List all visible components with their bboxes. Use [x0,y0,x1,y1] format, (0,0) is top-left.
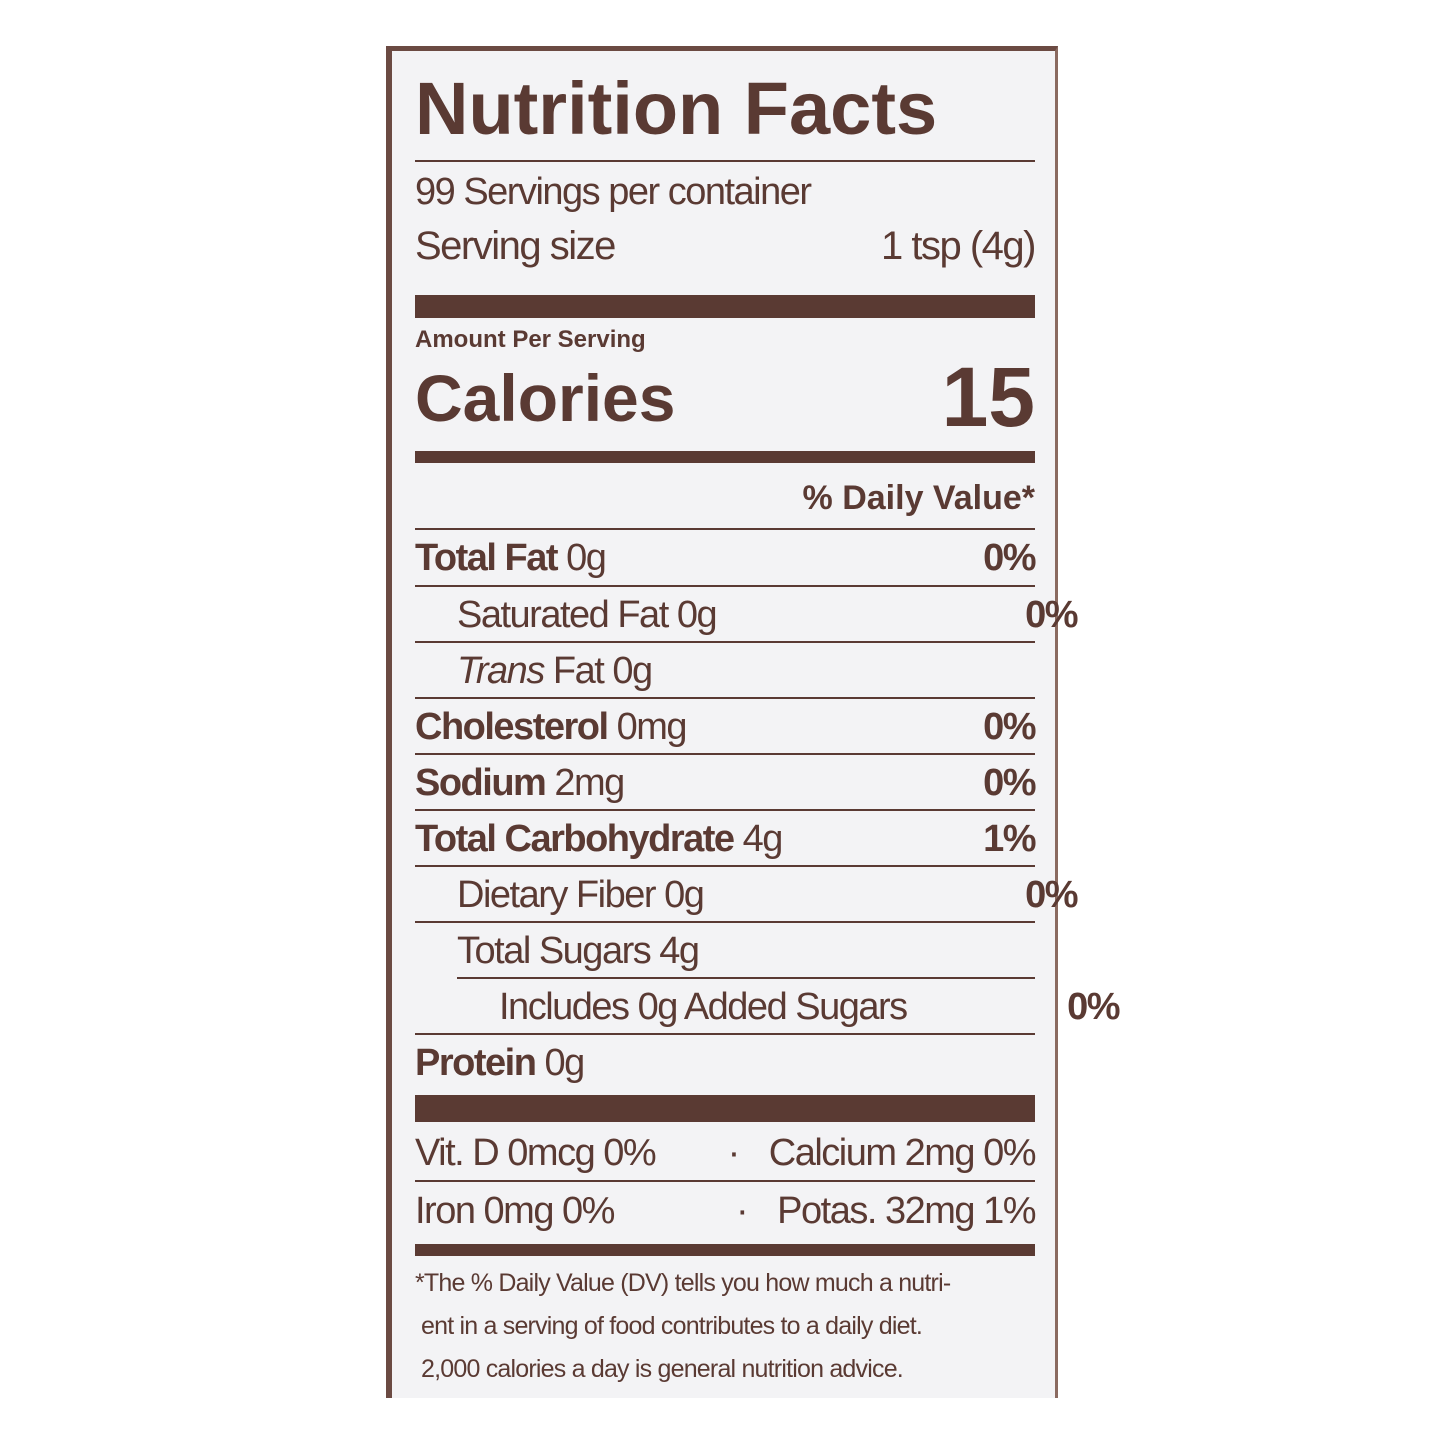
nutrient-amount: 0g [566,536,607,579]
divider [415,1180,1035,1182]
vitamin-row: Vit. D 0mcg 0% · Calcium 2mg 0% [415,1125,1037,1181]
divider [415,921,1035,923]
vitamin-right: Calcium 2mg 0% [768,1131,1037,1174]
nutrient-amount: 0g [544,1041,585,1084]
footnote: *The % Daily Value (DV) tells you how mu… [415,1262,1035,1391]
thick-divider [415,295,1035,318]
label-title: Nutrition Facts [415,66,938,150]
divider [415,753,1035,755]
nutrient-row: Total Fat 0g 0% [415,532,1036,584]
nutrient-daily-value: 0% [983,761,1036,804]
nutrient-name: Total Fat 0g [415,536,607,580]
nutrient-row: Includes 0g Added Sugars 0% [415,981,1120,1033]
nutrient-amount: 0g [612,649,653,692]
nutrient-amount: 2mg [554,761,625,804]
calories-value: 15 [941,350,1035,444]
nutrient-amount: 0g [676,593,718,636]
separator-dot: · [727,1131,741,1174]
nutrient-name: Total Carbohydrate 4g [415,817,784,861]
medium-divider [415,451,1035,463]
nutrient-label: Protein [415,1041,537,1084]
nutrient-daily-value: 0% [983,705,1036,748]
footnote-line: *The % Daily Value (DV) tells you how mu… [415,1269,951,1297]
nutrient-row: Dietary Fiber 0g 0% [415,869,1078,921]
nutrient-daily-value: 0% [1025,593,1078,636]
nutrient-row: Total Sugars 4g [415,925,1077,977]
nutrient-label: Total Fat [415,536,559,579]
nutrient-name: Sodium 2mg [415,761,625,805]
nutrient-label: Total Sugars [457,929,652,972]
nutrient-name: Saturated Fat 0g [457,593,718,637]
medium-divider [415,1244,1035,1256]
nutrient-label: Cholesterol [415,705,609,748]
divider [415,865,1035,867]
serving-size-label: Serving size [415,223,616,268]
nutrient-label: Sodium [415,761,547,804]
nutrient-row: Total Carbohydrate 4g 1% [415,813,1036,865]
nutrient-label: Dietary Fiber [457,873,657,916]
nutrient-label: Trans [457,649,545,692]
vitamin-left: Iron 0mg 0% [415,1189,615,1232]
vitamin-row: Iron 0mg 0% · Potas. 32mg 1% [415,1183,1036,1239]
divider [415,809,1035,811]
nutrient-daily-value: 0% [1025,873,1078,916]
nutrient-name: Cholesterol 0mg [415,705,688,749]
vitamin-left: Vit. D 0mcg 0% [415,1131,657,1174]
nutrient-amount: 4g [659,929,700,972]
nutrient-daily-value: 0% [983,536,1036,579]
servings-per-container: 99 Servings per container [415,170,812,213]
nutrient-amount: 0g [664,873,705,916]
footnote-line: ent in a serving of food contributes to … [421,1312,923,1340]
nutrient-row: Protein 0g [415,1037,1035,1089]
daily-value-header: % Daily Value* [802,478,1035,517]
nutrient-row: Cholesterol 0mg 0% [415,701,1036,753]
nutrient-name: Total Sugars 4g [457,929,700,973]
serving-size-row: Serving size 1 tsp (4g) [415,220,1036,272]
nutrient-row: Sodium 2mg 0% [415,757,1036,809]
amount-per-serving: Amount Per Serving [415,326,646,353]
nutrient-name: Dietary Fiber 0g [457,873,705,917]
divider [415,528,1035,530]
nutrient-daily-value: 1% [983,817,1036,860]
nutrient-name: Includes 0g Added Sugars [499,985,908,1029]
nutrient-amount: 4g [742,817,784,860]
nutrient-name: Trans Fat 0g [457,649,653,693]
calories-label: Calories [415,360,676,435]
divider [457,977,1035,979]
nutrient-label: Saturated Fat [457,593,669,636]
nutrient-name: Protein 0g [415,1041,585,1085]
divider [415,641,1035,643]
divider [415,160,1035,162]
divider [415,697,1035,699]
divider [415,585,1035,587]
thick-divider [415,1095,1035,1122]
nutrient-daily-value: 0% [1067,985,1120,1028]
nutrient-label: Includes 0g Added Sugars [499,985,908,1028]
divider [415,1033,1035,1035]
nutrient-row: Saturated Fat 0g 0% [415,589,1078,641]
vitamin-right: Potas. 32mg 1% [777,1189,1036,1232]
nutrient-label-suffix: Fat [552,649,605,692]
nutrition-label [386,46,1058,1398]
serving-size-value: 1 tsp (4g) [881,223,1036,268]
nutrient-row: Trans Fat 0g [415,645,1077,697]
nutrient-amount: 0mg [616,705,688,748]
calories-row: Calories 15 [415,350,1035,444]
separator-dot: · [736,1189,749,1232]
footnote-line: 2,000 calories a day is general nutritio… [421,1355,904,1383]
nutrient-label: Total Carbohydrate [415,817,735,860]
